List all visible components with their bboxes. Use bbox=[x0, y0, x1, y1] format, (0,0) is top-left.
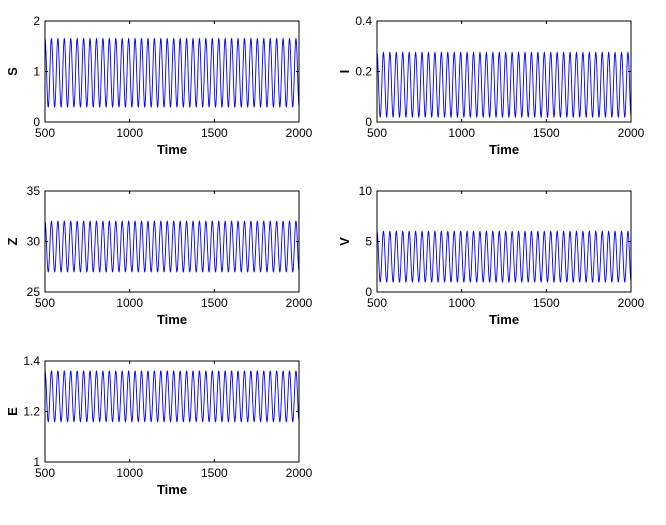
panel-top-left-xlabel: Time bbox=[157, 142, 187, 157]
panel-bottom-left-ylabel: E bbox=[5, 407, 20, 416]
panel-middle-right-xtick-label: 2000 bbox=[618, 296, 645, 310]
panel-top-right-xtick-label: 500 bbox=[367, 126, 387, 140]
panel-top-right-xlabel: Time bbox=[489, 142, 519, 157]
panel-middle-right-xtick-label: 1000 bbox=[448, 296, 475, 310]
panel-middle-left-ytick-label: 35 bbox=[27, 184, 41, 198]
panel-top-right-ytick-label: 0.2 bbox=[355, 65, 372, 79]
panel-middle-left-xlabel: Time bbox=[157, 312, 187, 327]
panel-top-right-axes-box bbox=[376, 20, 632, 123]
panel-bottom-left: 500 1000 1500 2000 1 1.2 1.4 Time E bbox=[5, 354, 313, 497]
panel-top-left-ytick-label: 0 bbox=[33, 115, 40, 129]
panel-middle-left-ylabel: Z bbox=[5, 237, 20, 245]
panel-bottom-left-series-line bbox=[45, 370, 299, 423]
panel-bottom-left-xlabel: Time bbox=[157, 482, 187, 497]
panel-middle-right-series-line bbox=[377, 230, 631, 283]
panel-top-right-xtick-label: 2000 bbox=[618, 126, 645, 140]
panel-top-left-ytick-label: 1 bbox=[33, 65, 40, 79]
panel-middle-right-xlabel: Time bbox=[489, 312, 519, 327]
panel-middle-left-ytick-label: 25 bbox=[27, 285, 41, 299]
panel-bottom-left-xtick-label: 1000 bbox=[116, 466, 143, 480]
panel-top-left: 500 1000 1500 2000 0 1 2 Time S bbox=[5, 14, 313, 157]
panel-bottom-left-ytick-label: 1.2 bbox=[23, 405, 40, 419]
panel-middle-right-ytick-label: 5 bbox=[365, 235, 372, 249]
panel-middle-left-ytick-label: 30 bbox=[27, 235, 41, 249]
panel-middle-left-xtick-label: 500 bbox=[35, 296, 55, 310]
panel-top-left-series-line bbox=[45, 37, 299, 109]
panel-top-left-xtick-label: 1500 bbox=[201, 126, 228, 140]
panel-middle-left-xtick-label: 1000 bbox=[116, 296, 143, 310]
panel-middle-right: 500 1000 1500 2000 0 5 10 Time V bbox=[337, 184, 645, 327]
panel-bottom-left-ytick-label: 1 bbox=[33, 455, 40, 469]
panel-top-right-xtick-label: 1000 bbox=[448, 126, 475, 140]
panel-middle-right-ytick-label: 0 bbox=[365, 285, 372, 299]
panel-middle-left-xtick-label: 2000 bbox=[286, 296, 313, 310]
panel-bottom-left-xtick-label: 500 bbox=[35, 466, 55, 480]
panel-top-right-ylabel: I bbox=[337, 70, 352, 74]
panel-top-right-series-line bbox=[377, 51, 631, 119]
panel-middle-right-ytick-label: 10 bbox=[359, 184, 373, 198]
panel-top-right-ytick-label: 0.4 bbox=[355, 14, 372, 28]
panel-top-left-ylabel: S bbox=[5, 67, 20, 76]
panel-bottom-left-ytick-label: 1.4 bbox=[23, 354, 40, 368]
panel-middle-right-xtick-label: 500 bbox=[367, 296, 387, 310]
panel-top-right: 500 1000 1500 2000 0 0.2 0.4 Time I bbox=[337, 14, 645, 157]
panel-middle-right-ylabel: V bbox=[337, 237, 352, 246]
panel-middle-left-xtick-label: 1500 bbox=[201, 296, 228, 310]
panel-middle-left-series-line bbox=[45, 220, 299, 273]
panel-middle-right-xtick-label: 1500 bbox=[533, 296, 560, 310]
panel-top-left-xtick-label: 500 bbox=[35, 126, 55, 140]
panel-middle-left: 500 1000 1500 2000 25 30 35 Time Z bbox=[5, 184, 313, 327]
panel-bottom-left-xtick-label: 1500 bbox=[201, 466, 228, 480]
panel-top-left-xtick-label: 1000 bbox=[116, 126, 143, 140]
panel-top-left-xtick-label: 2000 bbox=[286, 126, 313, 140]
panel-top-right-ytick-label: 0 bbox=[365, 115, 372, 129]
panel-top-left-ytick-label: 2 bbox=[33, 14, 40, 28]
panel-bottom-left-xtick-label: 2000 bbox=[286, 466, 313, 480]
panel-top-right-xtick-label: 1500 bbox=[533, 126, 560, 140]
